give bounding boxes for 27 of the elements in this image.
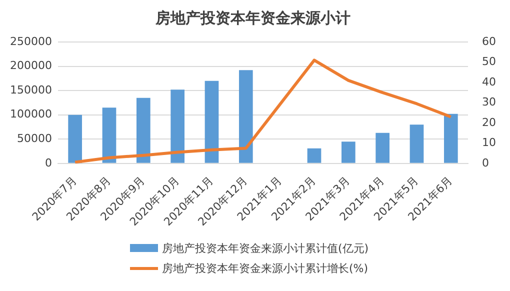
y-tick-label: 100000 [10, 108, 52, 121]
y2-tick-label: 20 [482, 116, 496, 129]
bar [170, 90, 184, 163]
legend-label: 房地产投资本年资金来源小计累计值(亿元) [162, 240, 369, 256]
y-tick-label: 250000 [10, 34, 52, 48]
bar [341, 142, 356, 163]
bar [136, 98, 150, 163]
y-tick-label: 0 [44, 156, 52, 170]
y2-tick-label: 60 [482, 34, 496, 48]
bar [307, 148, 322, 163]
bar [410, 124, 424, 163]
y2-tick-label: 40 [482, 75, 496, 88]
bar [68, 114, 82, 163]
bar [102, 108, 116, 163]
chart-title: 房地产投资本年资金来源小计 [154, 8, 350, 27]
y2-tick-label: 10 [482, 136, 496, 150]
bar [376, 132, 390, 163]
y2-tick-label: 50 [482, 55, 496, 68]
y2-tick-label: 30 [482, 96, 496, 109]
legend-label: 房地产投资本年资金来源小计累计增长(%) [162, 260, 368, 276]
bar [238, 70, 253, 163]
y-tick-label: 150000 [10, 83, 52, 96]
y-tick-label: 50000 [16, 132, 52, 145]
bar [444, 114, 458, 163]
y-tick-label: 200000 [10, 59, 52, 72]
y2-tick-label: 0 [482, 156, 490, 170]
bar [204, 80, 219, 163]
